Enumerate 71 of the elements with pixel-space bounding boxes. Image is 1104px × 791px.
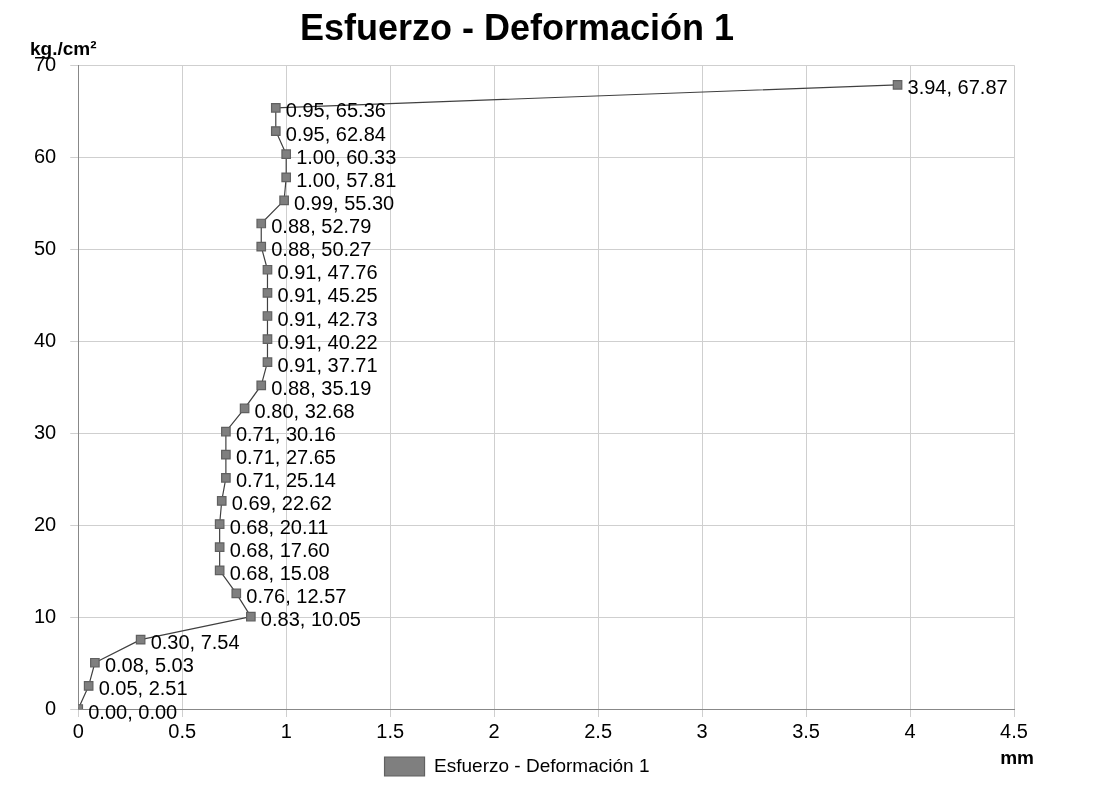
x-axis-title: mm — [1000, 746, 1034, 768]
x-tick-label: 2 — [488, 719, 500, 742]
y-tick-label: 60 — [34, 144, 57, 167]
point — [214, 565, 225, 576]
point — [231, 588, 242, 599]
data-label: 0.68, 20.11 — [229, 515, 329, 538]
data-label: 0.91, 45.25 — [277, 284, 378, 307]
point — [256, 380, 267, 391]
point — [262, 264, 273, 275]
data-label: 0.80, 32.68 — [254, 399, 355, 422]
data-label: 1.00, 57.81 — [296, 168, 397, 191]
data-label: 0.30, 7.54 — [150, 631, 240, 654]
point — [262, 287, 273, 298]
data-label: 0.71, 25.14 — [235, 469, 336, 492]
point — [262, 357, 273, 368]
y-tick-label: 20 — [34, 512, 57, 535]
data-label: 0.91, 42.73 — [277, 307, 378, 330]
chart-title: Esfuerzo - Deformación 1 — [299, 6, 735, 48]
y-tick-label: 40 — [34, 328, 57, 351]
data-label: 0.68, 17.60 — [229, 538, 330, 561]
data-label: 0.91, 37.71 — [277, 353, 378, 376]
data-label: 0.68, 15.08 — [229, 561, 330, 584]
point — [281, 172, 292, 183]
x-tick-label: 2.5 — [584, 719, 613, 742]
x-tick-label: 3 — [696, 719, 708, 742]
legend-label: Esfuerzo - Deformación 1 — [434, 754, 650, 776]
y-tick-label: 30 — [34, 420, 57, 443]
y-tick-label: 50 — [34, 236, 57, 259]
data-label: 0.83, 10.05 — [260, 608, 361, 631]
point — [83, 681, 94, 691]
data-label: 0.71, 27.65 — [235, 446, 336, 469]
data-label: 0.91, 47.76 — [277, 261, 378, 284]
point — [214, 542, 225, 552]
point — [892, 79, 903, 90]
data-label: 0.88, 50.27 — [271, 238, 372, 261]
data-label: 1.00, 60.33 — [296, 145, 397, 168]
point — [270, 126, 281, 136]
point — [221, 426, 231, 437]
data-label: 0.91, 40.22 — [277, 330, 378, 353]
data-label: 0.76, 12.57 — [246, 584, 347, 607]
data-label: 0.88, 35.19 — [271, 376, 372, 399]
point — [214, 519, 225, 529]
x-tick-label: 4.5 — [1000, 719, 1028, 742]
data-label: 0.71, 30.16 — [235, 423, 336, 446]
x-tick-label: 3.5 — [792, 719, 820, 742]
data-label: 0.95, 62.84 — [285, 122, 386, 145]
data-label: 0.88, 52.79 — [271, 215, 372, 237]
point — [256, 218, 267, 229]
point — [221, 472, 231, 483]
point — [135, 634, 146, 645]
y-tick-label: 10 — [34, 604, 57, 627]
point — [262, 334, 273, 344]
x-tick-label: 1 — [280, 719, 292, 742]
point — [90, 657, 100, 668]
data-label: 0.05, 2.51 — [98, 677, 188, 700]
data-label: 0.69, 22.62 — [231, 492, 332, 515]
point — [221, 449, 231, 460]
point — [246, 611, 256, 622]
data-label: 0.08, 5.03 — [104, 654, 194, 677]
data-label: 0.99, 55.30 — [294, 191, 395, 214]
data-label: 3.94, 67.87 — [907, 76, 1008, 99]
point — [256, 241, 267, 252]
x-tick-label: 0 — [72, 719, 84, 742]
x-tick-label: 1.5 — [376, 719, 405, 742]
x-tick-label: 4 — [904, 719, 916, 742]
y-tick-label: 0 — [45, 696, 57, 719]
point — [262, 311, 273, 321]
point — [279, 195, 289, 206]
point — [270, 103, 281, 113]
point — [216, 496, 227, 506]
point — [281, 149, 292, 159]
